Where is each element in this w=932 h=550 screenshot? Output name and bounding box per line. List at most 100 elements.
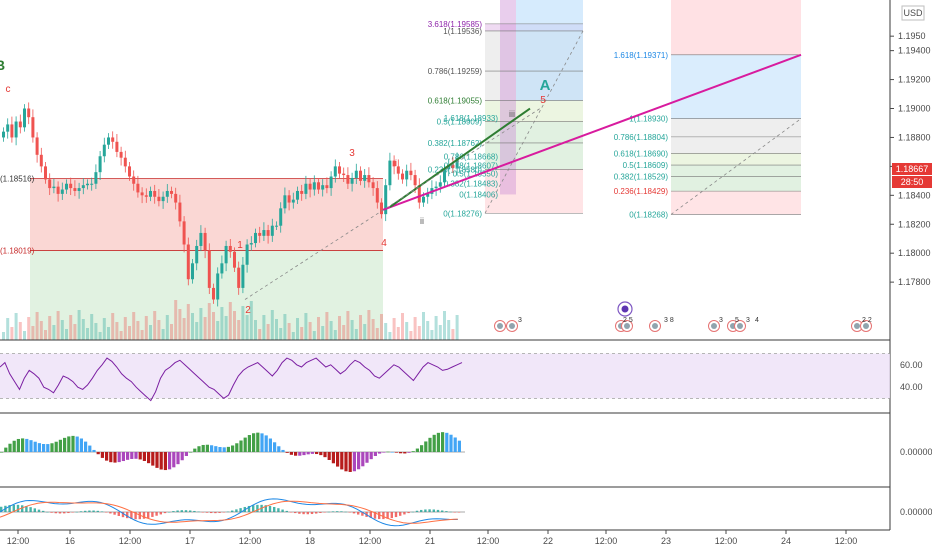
candle-body <box>245 244 249 265</box>
ao-bar <box>231 445 235 452</box>
macd-hist-bar <box>432 509 435 512</box>
macd-hist-bar <box>239 508 242 512</box>
candle-body <box>241 264 245 288</box>
ao-bar <box>268 438 272 452</box>
ao-bar <box>117 452 121 463</box>
ao-bar <box>281 449 285 452</box>
candle-body <box>69 183 73 189</box>
ao-bar <box>289 452 293 455</box>
candle-body <box>346 175 350 184</box>
volume-bar <box>317 317 320 340</box>
candle-body <box>426 193 430 197</box>
macd-hist-bar <box>378 512 381 520</box>
macd-hist-bar <box>0 506 3 512</box>
ao-bar <box>54 441 58 452</box>
ao-bar <box>205 444 209 452</box>
price-tick-label: 1.18000 <box>898 248 931 258</box>
wave-label: 2 <box>245 305 251 316</box>
macd-hist-bar <box>302 512 305 515</box>
macd-hist-bar <box>306 512 309 515</box>
volume-bar <box>291 332 295 340</box>
fib-left-extra-label: 1.618(1.18933) <box>444 114 499 123</box>
ao-bar <box>361 452 365 467</box>
ao-bar <box>147 452 151 464</box>
ao-bar <box>201 444 205 452</box>
macd-hist-bar <box>180 510 183 512</box>
candle-body <box>422 196 425 203</box>
ao-bar <box>8 443 12 452</box>
ao-bar <box>331 452 335 464</box>
event-badge-flag <box>711 323 717 329</box>
ao-bar <box>357 452 361 470</box>
candle-body <box>27 108 31 118</box>
rsi-panel: 60.00 40.00 <box>0 353 923 402</box>
volume-bar <box>279 328 283 340</box>
volume-bar <box>107 327 110 340</box>
volume-bar <box>65 329 68 340</box>
ao-bar <box>142 452 146 461</box>
candle-body <box>409 170 413 176</box>
fib-right-band <box>671 136 801 154</box>
macd-hist-bar <box>373 512 377 519</box>
macd-hist-bar <box>399 512 402 516</box>
volume-bar <box>455 315 459 340</box>
macd-hist-bar <box>231 510 234 512</box>
candle-body <box>10 124 14 138</box>
price-tick-label: 1.1950 <box>898 31 926 41</box>
candle-body <box>165 190 169 197</box>
ao-bar <box>113 452 117 463</box>
volume-bar <box>44 330 47 340</box>
time-axis[interactable]: 12:00 16 12:00 17 12:00 18 12:00 21 12:00 22 12:00… <box>7 530 858 546</box>
volume-bar <box>233 311 236 340</box>
wave-label: 4 <box>381 238 387 249</box>
fib-left-band <box>485 121 583 143</box>
ao-bar <box>172 452 176 468</box>
volume-bar <box>262 315 266 340</box>
fib-left-label: 1(1.19536) <box>443 27 482 36</box>
candle-body <box>312 182 316 190</box>
macd-hist-bar <box>16 504 20 512</box>
candle-body <box>132 176 136 184</box>
macd-hist-bar <box>336 511 339 512</box>
fib-left-label: 3.618(1.19585) <box>428 20 483 29</box>
macd-hist-bar <box>357 512 360 515</box>
macd-hist-bar <box>281 509 284 512</box>
ao-bar <box>138 452 142 460</box>
volume-bar <box>329 321 333 340</box>
time-tick-label: 12:00 <box>715 536 738 546</box>
ao-bar <box>352 452 356 472</box>
macd-hist-bar <box>386 512 389 519</box>
ao-bar <box>441 432 445 452</box>
fib-right-top <box>671 0 801 55</box>
volume-bar <box>304 313 308 340</box>
volume-bar <box>81 319 85 340</box>
ao-bar <box>294 452 298 456</box>
ao-bar <box>151 452 155 466</box>
ao-bar <box>323 452 327 458</box>
macd-hist-bar <box>394 512 398 518</box>
price-tick-label: 1.19200 <box>898 75 931 85</box>
ao-bar <box>155 452 159 468</box>
ao-bar <box>105 452 109 461</box>
candle-body <box>300 190 304 194</box>
ao-bar <box>415 448 419 452</box>
ao-bar <box>436 432 440 452</box>
macd-hist-bar <box>88 510 91 512</box>
ao-bar <box>348 452 352 472</box>
fib-layer: 3.618(1.19585)1(1.19536) 0.786(1.19259) 0.… <box>428 0 802 219</box>
volume-bar <box>48 316 52 340</box>
candle-body <box>186 244 190 280</box>
macd-hist-bar <box>12 504 15 512</box>
ao-bar <box>92 449 96 452</box>
event-badge-count: 2 2 <box>862 317 872 324</box>
volume-bar <box>102 318 106 340</box>
candle-body <box>195 245 199 264</box>
candle-body <box>224 245 228 264</box>
currency-box[interactable] <box>901 5 925 21</box>
time-tick-label: 23 <box>661 536 671 546</box>
candle-body <box>291 199 295 203</box>
candle-body <box>228 245 232 252</box>
